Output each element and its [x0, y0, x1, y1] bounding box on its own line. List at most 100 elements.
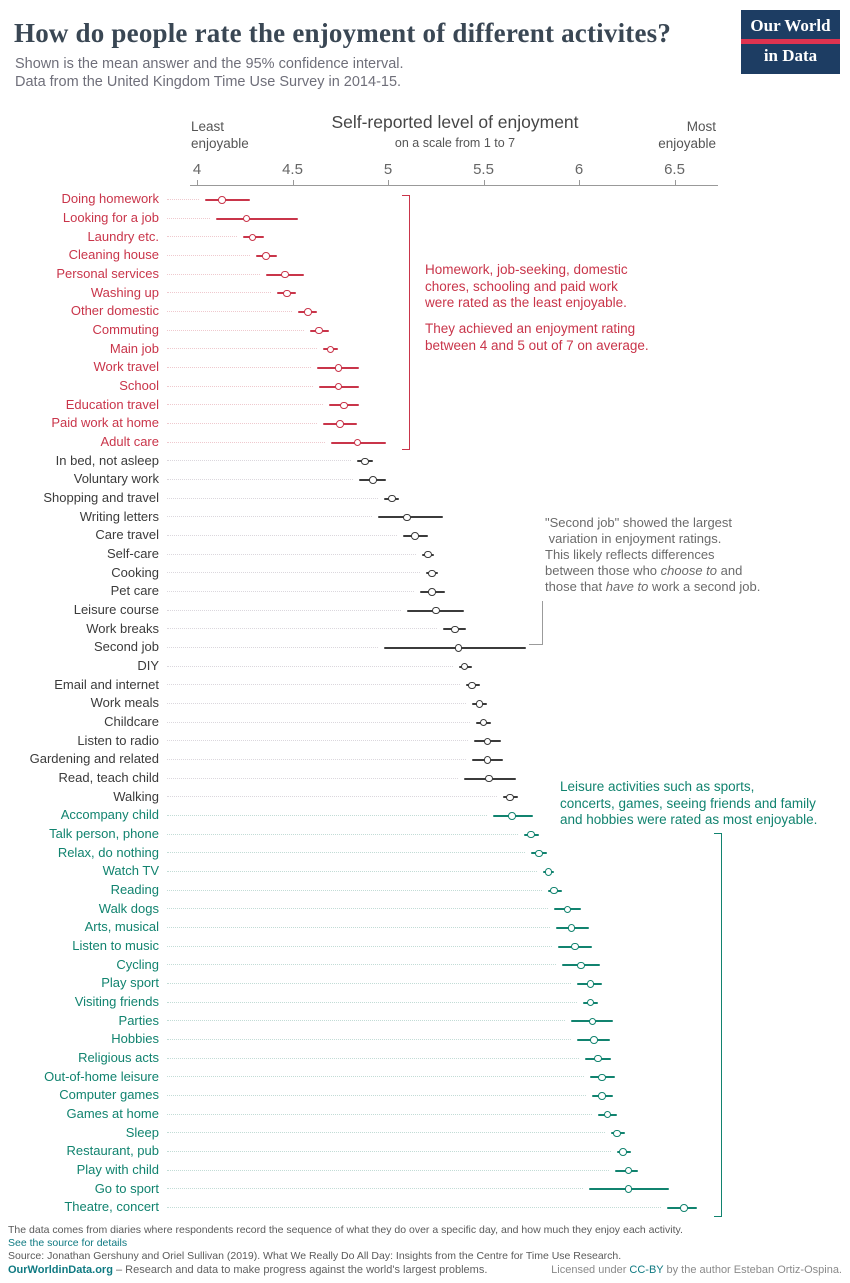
leader-line [167, 1188, 583, 1190]
owid-logo[interactable]: Our World in Data [741, 10, 840, 74]
mean-marker[interactable] [334, 382, 343, 391]
mean-marker[interactable] [353, 438, 362, 447]
mean-marker[interactable] [336, 420, 345, 428]
mean-marker[interactable] [603, 1110, 612, 1119]
mean-marker[interactable] [424, 550, 432, 559]
mean-marker[interactable] [410, 532, 419, 540]
leader-line [167, 740, 468, 742]
leader-line [167, 199, 199, 200]
mean-marker[interactable] [326, 345, 335, 354]
leader-line [167, 254, 251, 256]
x-axis-tick-label: 5.5 [473, 161, 494, 178]
leader-line [167, 292, 272, 294]
mean-marker[interactable] [483, 737, 492, 746]
activity-label: Cleaning house [68, 247, 159, 263]
x-axis-tick-label: 6 [574, 161, 584, 178]
mean-marker[interactable] [590, 1036, 599, 1044]
activity-label: Looking for a job [62, 210, 159, 226]
activity-label: Computer games [59, 1087, 159, 1103]
mean-marker[interactable] [454, 644, 463, 652]
activity-label: DIY [137, 658, 159, 674]
mean-marker[interactable] [281, 270, 289, 279]
activity-label: Care travel [95, 527, 159, 543]
mean-marker[interactable] [544, 868, 553, 876]
mean-marker[interactable] [598, 1073, 606, 1082]
mean-marker[interactable] [680, 1204, 688, 1212]
mean-marker[interactable] [563, 905, 572, 914]
bracket-most-enjoyable [714, 832, 722, 1217]
mean-marker[interactable] [586, 980, 595, 988]
activity-label: Walk dogs [98, 900, 159, 916]
mean-marker[interactable] [508, 812, 516, 820]
license-link[interactable]: CC-BY [629, 1264, 664, 1276]
leader-line [167, 404, 323, 406]
mean-marker[interactable] [479, 718, 488, 727]
mean-marker[interactable] [567, 924, 576, 932]
activity-label: Walking [113, 788, 159, 804]
mean-marker[interactable] [218, 196, 226, 204]
mean-marker[interactable] [594, 1054, 602, 1063]
license-prefix: Licensed under [551, 1264, 630, 1276]
mean-marker[interactable] [571, 942, 579, 951]
mean-marker[interactable] [303, 308, 312, 316]
activity-label: Leisure course [73, 602, 159, 618]
activity-label: Reading [110, 882, 159, 898]
mean-marker[interactable] [428, 588, 436, 596]
mean-marker[interactable] [428, 569, 436, 578]
mean-marker[interactable] [550, 886, 558, 895]
mean-marker[interactable] [334, 364, 343, 372]
leader-line [167, 702, 467, 704]
mean-marker[interactable] [506, 793, 515, 802]
leader-line [167, 628, 438, 630]
leader-line [167, 646, 379, 648]
mean-marker[interactable] [403, 513, 411, 522]
mean-marker[interactable] [388, 494, 396, 503]
activity-label: Adult care [100, 434, 159, 450]
annotation-least-enjoyable: Homework, job-seeking, domestic chores, … [425, 262, 700, 364]
mean-marker[interactable] [368, 476, 377, 484]
mean-marker[interactable] [624, 1185, 633, 1194]
mean-marker[interactable] [475, 700, 484, 708]
activity-label: Email and internet [54, 676, 159, 692]
mean-marker[interactable] [431, 606, 440, 615]
leader-line [167, 889, 543, 891]
footer-source-link[interactable]: See the source for details [8, 1237, 128, 1249]
mean-marker[interactable] [613, 1129, 621, 1138]
mean-marker[interactable] [261, 252, 270, 260]
leader-line [167, 497, 379, 499]
mean-marker[interactable] [535, 849, 543, 858]
activity-label: Watch TV [102, 863, 159, 879]
owid-site-link[interactable]: OurWorldinData.org [8, 1264, 113, 1276]
mean-marker[interactable] [248, 233, 257, 242]
activity-label: Personal services [56, 266, 159, 282]
mean-marker[interactable] [586, 998, 595, 1007]
mean-marker[interactable] [588, 1017, 597, 1026]
leader-line [167, 1169, 610, 1171]
mean-marker[interactable] [340, 401, 348, 410]
mean-marker[interactable] [485, 774, 494, 783]
mean-marker[interactable] [460, 662, 469, 671]
x-axis-tick-label: 4 [192, 161, 202, 178]
activity-label: Read, teach child [58, 770, 159, 786]
annotation-line: "Second job" showed the largest [545, 515, 733, 530]
leader-line [167, 982, 572, 984]
mean-marker[interactable] [577, 961, 585, 970]
activity-label: Relax, do nothing [57, 844, 159, 860]
mean-marker[interactable] [483, 756, 492, 764]
footer-branding: OurWorldinData.org – Research and data t… [8, 1264, 487, 1276]
mean-marker[interactable] [315, 326, 324, 335]
axis-label-least-enjoyable: Least enjoyable [191, 119, 249, 151]
leader-line [167, 348, 318, 350]
leader-line [167, 236, 237, 238]
mean-marker[interactable] [282, 289, 291, 298]
activity-label: Work meals [90, 695, 159, 711]
mean-marker[interactable] [598, 1092, 606, 1100]
activity-label: Religious acts [78, 1050, 159, 1066]
mean-marker[interactable] [242, 214, 251, 223]
mean-marker[interactable] [451, 625, 459, 634]
mean-marker[interactable] [619, 1148, 627, 1156]
mean-marker[interactable] [468, 681, 476, 690]
mean-marker[interactable] [527, 830, 536, 839]
mean-marker[interactable] [624, 1166, 633, 1175]
mean-marker[interactable] [361, 457, 369, 466]
